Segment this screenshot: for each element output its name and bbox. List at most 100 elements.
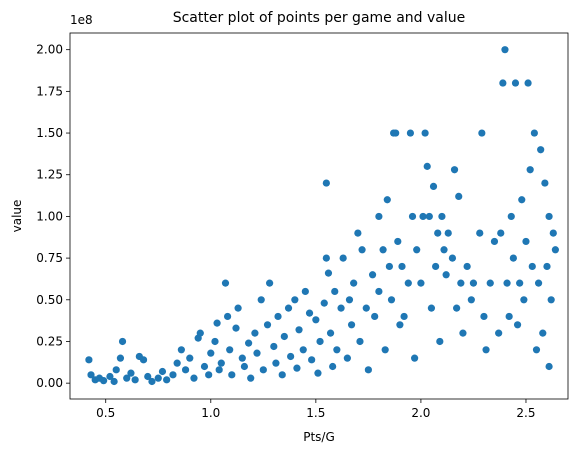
scatter-point <box>482 346 490 354</box>
scatter-point <box>177 346 185 354</box>
scatter-point <box>509 254 517 262</box>
plot-area <box>85 46 559 386</box>
scatter-point <box>419 212 427 221</box>
scatter-point <box>385 262 393 271</box>
plot-frame <box>69 32 569 400</box>
scatter-point <box>186 354 194 362</box>
scatter-point <box>490 237 499 246</box>
scatter-point <box>343 354 351 362</box>
scatter-point <box>440 246 448 254</box>
scatter-point <box>408 212 417 221</box>
scatter-point <box>324 269 333 277</box>
scatter-point <box>238 354 246 362</box>
scatter-point <box>301 287 309 296</box>
scatter-point <box>413 246 421 254</box>
scatter-point <box>154 374 162 382</box>
scatter-point <box>520 296 528 304</box>
scatter-point <box>106 372 114 381</box>
scatter-point <box>400 312 408 321</box>
scatter-point <box>398 262 406 271</box>
x-tick-label: 0.5 <box>96 406 115 420</box>
scatter-point <box>333 346 341 354</box>
scatter-point <box>505 312 513 321</box>
scatter-point <box>305 309 314 317</box>
scatter-point <box>501 46 509 54</box>
scatter-point <box>503 279 511 287</box>
chart-title: Scatter plot of points per game and valu… <box>173 10 466 26</box>
scatter-point <box>215 366 223 374</box>
y-tick-label: 1.75 <box>36 84 63 98</box>
scatter-point <box>116 354 125 362</box>
scatter-point <box>499 79 507 87</box>
scatter-point <box>375 212 383 221</box>
scatter-point <box>362 304 370 312</box>
scatter-point <box>469 279 478 287</box>
scatter-point <box>476 229 484 237</box>
y-tick-label: 0.00 <box>36 376 63 390</box>
x-tick-label: 1.5 <box>306 406 325 420</box>
scatter-point <box>232 324 240 332</box>
y-tick-label: 0.25 <box>36 334 63 348</box>
scatter-point <box>234 304 242 312</box>
scatter-point <box>434 229 442 237</box>
scatter-point <box>406 129 415 137</box>
scatter-point <box>347 321 356 329</box>
scatter-point <box>110 377 118 386</box>
scatter-point <box>532 346 541 354</box>
scatter-point <box>295 326 303 334</box>
scatter-point <box>173 359 181 367</box>
scatter-point <box>417 279 425 287</box>
scatter-point <box>259 366 267 374</box>
y-tick-label: 1.00 <box>36 209 63 223</box>
scatter-point <box>331 287 339 296</box>
scatter-point <box>253 349 261 357</box>
scatter-point <box>257 296 265 304</box>
scatter-point <box>455 192 463 201</box>
scatter-point <box>148 377 156 386</box>
scatter-point <box>263 321 272 329</box>
scatter-point <box>320 299 328 307</box>
scatter-point <box>287 352 295 361</box>
scatter-point <box>131 376 139 384</box>
scatter-point <box>213 319 221 327</box>
scatter-point <box>247 374 255 382</box>
scatter-point <box>507 212 515 221</box>
scatter-point <box>530 129 538 137</box>
scatter-point <box>450 166 459 174</box>
scatter-point <box>240 362 249 371</box>
scatter-point <box>392 129 400 137</box>
scatter-point <box>526 166 534 174</box>
scatter-point <box>251 329 259 337</box>
y-tick-label: 0.50 <box>36 293 63 307</box>
x-axis: 0.5 1.0 1.5 2.0 2.5 <box>96 399 536 420</box>
scatter-point <box>354 229 362 237</box>
scatter-point <box>144 372 152 381</box>
scatter-point <box>223 312 232 321</box>
scatter-point <box>511 79 520 87</box>
scatter-point <box>453 304 461 312</box>
scatter-point <box>127 369 135 377</box>
scatter-point <box>211 337 219 346</box>
scatter-point <box>547 296 555 304</box>
scatter-point <box>358 246 366 254</box>
scatter-point <box>316 337 324 346</box>
scatter-point <box>217 359 225 367</box>
scatter-point <box>463 262 471 271</box>
scatter-point <box>375 287 383 296</box>
scatter-point <box>411 354 419 362</box>
scatter-point <box>518 196 526 204</box>
scatter-point <box>551 246 559 254</box>
scatter-point <box>478 129 486 137</box>
scatter-point <box>228 371 236 379</box>
scatter-point <box>383 196 391 204</box>
scatter-point <box>196 329 204 337</box>
scatter-point <box>221 279 230 287</box>
x-tick-label: 2.0 <box>411 406 430 420</box>
scatter-point <box>322 179 330 187</box>
scatter-point <box>436 337 444 346</box>
scatter-point <box>339 254 347 262</box>
scatter-point <box>272 359 280 367</box>
scatter-point <box>438 212 446 221</box>
scatter-point <box>457 279 465 287</box>
